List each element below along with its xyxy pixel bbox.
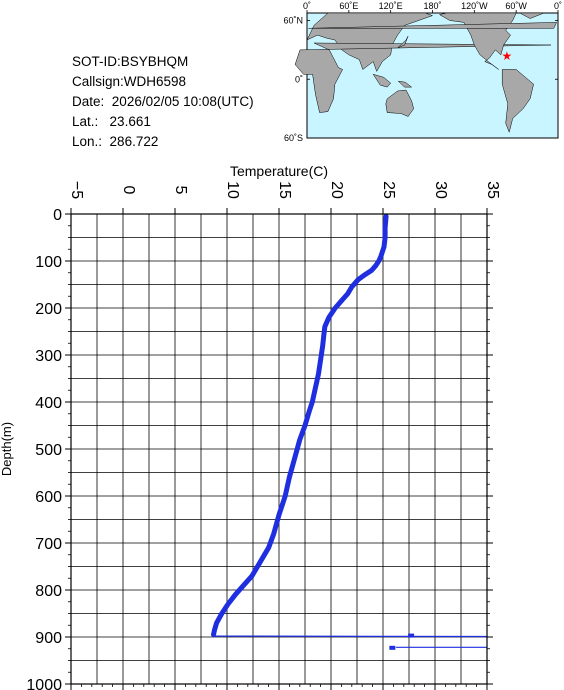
lat-value: 23.661 [109,114,151,129]
position-marker: ★ [502,49,513,63]
map-lat-label: 60˚S [284,133,303,143]
y-tick-label: 500 [35,442,62,459]
x-axis-label: Temperature(C) [230,163,328,179]
map-lon-label: 120˚W [461,1,488,11]
y-axis-label: Depth(m) [0,422,14,476]
landmass [501,69,534,134]
lat-label: Lat.: [72,114,99,129]
map-longitude-labels: 0˚ 60˚E 120˚E 180˚ 120˚W 60˚W 0˚ [303,1,562,13]
callsign: Callsign:WDH6598 [72,74,187,89]
series-lines [211,213,488,650]
map-lon-label: 60˚W [505,1,527,11]
landmass [385,89,414,117]
lon-value: 286.722 [109,134,159,149]
y-tick-label: 300 [35,348,62,365]
date-label: Date: [72,94,105,109]
y-tick-label: 800 [35,583,62,600]
y-tick-label: 0 [53,207,62,224]
y-tick-label: 400 [35,395,62,412]
map-lat-label: 0˚ [295,74,303,84]
landmass [397,80,413,88]
grid [70,213,488,685]
map-lat-label: 60˚N [283,15,303,25]
data-point [408,633,415,638]
map-land [294,12,558,139]
map-lon-label: 120˚E [379,1,403,11]
landmass [397,35,409,49]
date-row: Date: 2026/02/05 10:08(UTC) [72,92,254,112]
y-tick-label: 600 [35,489,62,506]
landmass [308,22,557,29]
y-axis-ticks: 0 100 200 300 400 500 600 700 800 900 1000 [26,207,493,690]
map-latitude-labels: 60˚N 0˚ 60˚S [283,15,558,143]
x-tick-label: 0 [120,186,137,195]
position-star-icon: ★ [502,49,513,63]
lat-row: Lat.: 23.661 [72,112,254,132]
x-tick-label: 25 [380,181,397,199]
temperature-profile-line [211,213,389,638]
date-value: 2026/02/05 10:08(UTC) [111,94,254,109]
landmass [372,73,392,88]
map-lon-label: 180˚ [423,1,441,11]
sot-id: SOT-ID:BSYBHQM [72,54,189,69]
x-tick-label: 5 [172,186,189,195]
landmass [516,12,545,19]
map-lon-label: 0˚ [554,1,562,11]
x-tick-label: 20 [328,181,345,199]
world-map: 0˚ 60˚E 120˚E 180˚ 120˚W 60˚W 0˚ 60˚N0˚60˚S ★ [283,1,562,143]
map-lon-label: 60˚E [339,1,358,11]
x-tick-label: 15 [276,181,293,199]
y-tick-label: 200 [35,301,62,318]
x-tick-label: 10 [224,181,241,199]
float-info: SOT-ID:BSYBHQM Callsign:WDH6598 Date: 20… [72,52,254,152]
y-tick-label: 900 [35,630,62,647]
lon-row: Lon.: 286.722 [72,132,254,152]
x-tick-label: 30 [432,181,449,199]
landmass [294,42,552,113]
plot-frame [70,213,488,685]
lon-label: Lon.: [72,134,103,149]
map-lon-label: 0˚ [303,1,311,11]
y-tick-label: 1000 [26,677,62,690]
y-tick-label: 700 [35,536,62,553]
x-tick-label: −5 [68,181,85,199]
data-point [389,645,396,650]
x-tick-label: 35 [484,181,501,199]
y-tick-label: 100 [35,254,62,271]
